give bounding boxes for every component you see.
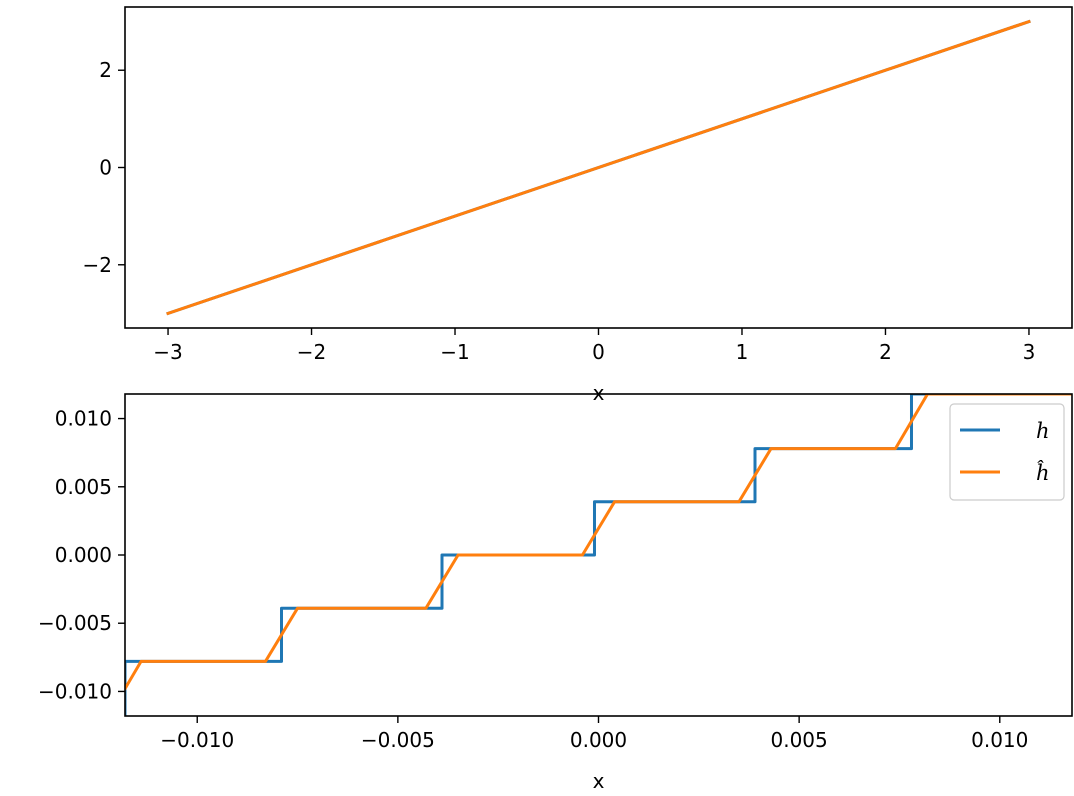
y-tick-label: −0.010 (38, 679, 112, 703)
y-tick-label: −2 (83, 253, 112, 277)
x-tick-label: 3 (1023, 340, 1036, 364)
legend-label: h (1036, 419, 1050, 443)
x-tick-label: −0.005 (361, 728, 435, 752)
series-line-h (125, 394, 1072, 716)
plot-area (125, 394, 1072, 716)
x-axis-label: x (593, 769, 605, 793)
x-axis-label: x (593, 381, 605, 405)
y-tick-label: −0.005 (38, 611, 112, 635)
x-tick-label: 1 (736, 340, 749, 364)
x-tick-label: 0.000 (570, 728, 627, 752)
x-tick-label: 2 (879, 340, 892, 364)
x-tick-label: 0.010 (971, 728, 1028, 752)
x-tick-label: −1 (440, 340, 469, 364)
y-tick-label: 2 (99, 58, 112, 82)
plot-area (166, 19, 1031, 316)
x-tick-label: 0 (592, 340, 605, 364)
x-tick-label: −3 (153, 340, 182, 364)
axes-frame (124, 393, 1073, 717)
x-tick-label: −0.010 (160, 728, 234, 752)
series-line-h-hat (125, 394, 1072, 691)
series-line-1 (166, 19, 1031, 316)
legend-label: ĥ (1036, 461, 1050, 485)
top-chart: −3 −2 −1 0 1 2 3 −2 0 2 x (83, 6, 1073, 405)
x-tick-label: 0.005 (771, 728, 828, 752)
bottom-chart: −0.010 −0.005 0.000 0.005 0.010 −0.010 −0.005 0… (38, 393, 1073, 793)
legend-frame (949, 403, 1065, 501)
y-tick-label: 0.010 (55, 407, 112, 431)
y-tick-label: 0.000 (55, 543, 112, 567)
legend: hĥ (949, 403, 1065, 501)
y-tick-label: 0 (99, 156, 112, 180)
x-tick-label: −2 (297, 340, 326, 364)
y-tick-label: 0.005 (55, 475, 112, 499)
